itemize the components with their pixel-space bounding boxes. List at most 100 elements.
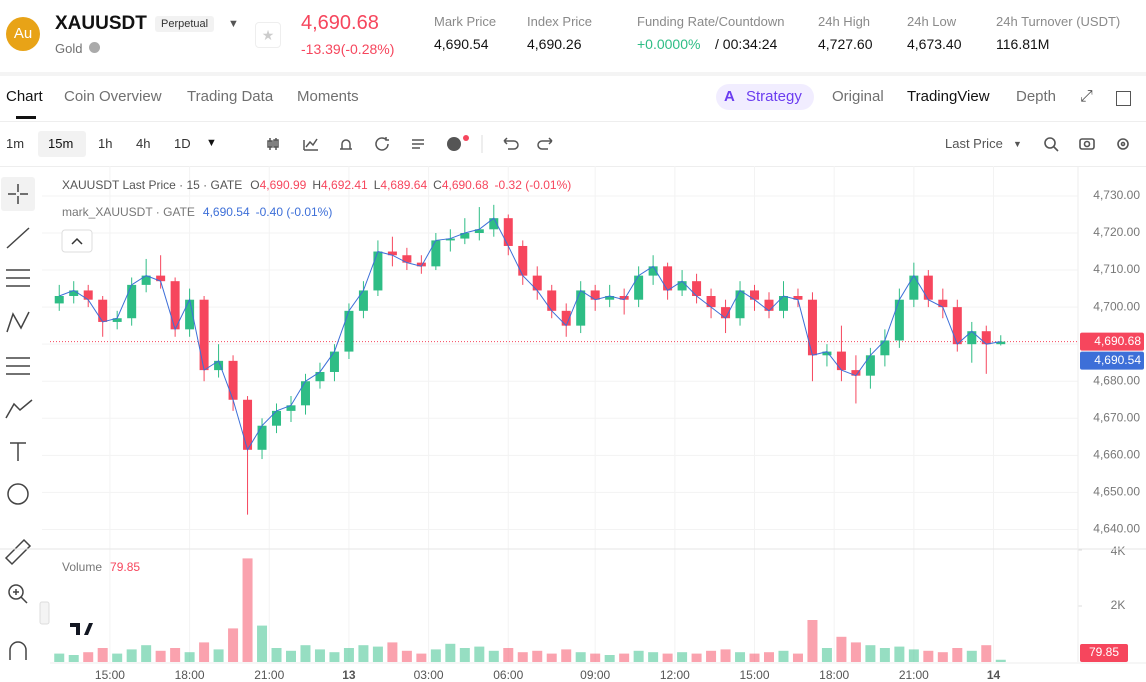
chart: 15:00 18:00 21:00 13 03:00 06:00 09:00 12:00 15:… [0,166,1146,682]
undo-redo-icons[interactable] [503,137,553,150]
window-icon[interactable] [1116,91,1131,106]
legend-value: 4,690.68 [442,178,489,192]
candle-body [778,296,788,311]
fib-tool[interactable] [6,357,30,375]
y-tick-label: 4,640.00 [1093,522,1140,536]
replay-icon[interactable] [375,137,389,151]
mark-legend-change: -0.40 (-0.01%) [256,205,333,219]
layout-icon[interactable] [412,139,424,149]
indicator-icon[interactable] [303,138,318,151]
candle-body [576,290,586,326]
candle-body [54,296,64,304]
tab-underline [16,116,36,119]
candle-body [648,266,658,276]
candle-body [518,245,528,276]
volume-bar [213,649,224,662]
tab[interactable]: Chart [6,88,43,105]
line-tool[interactable] [6,227,30,249]
volume-bar [749,653,760,662]
candle-body [996,341,1006,345]
info-icon[interactable] [89,42,100,53]
tab[interactable]: TradingView [907,88,990,105]
tab[interactable]: Coin Overview [64,88,162,105]
coin-name: Gold [55,41,83,56]
camera-icon[interactable] [1079,138,1095,150]
magnet-tool[interactable] [9,641,27,660]
mark-legend-value: 4,690.54 [203,205,250,219]
emoji-tool[interactable] [7,483,29,505]
candle-body [445,238,455,241]
tab[interactable]: Depth [1016,88,1057,105]
volume-bar [720,649,731,662]
y-tick-label: 4,730.00 [1093,188,1140,202]
brush-tool[interactable] [5,399,33,419]
y-tick-label: 4,650.00 [1093,485,1140,499]
x-tick-label: 14 [987,668,1001,682]
tab[interactable]: Original [832,88,884,105]
zoom-tool[interactable] [8,584,24,600]
candle-body [286,405,296,411]
candle-body [677,281,687,291]
symbol[interactable]: XAUUSDT [55,13,147,34]
x-tick-label: 06:00 [493,668,523,682]
tab[interactable]: Strategy [746,88,802,105]
candle-body [880,340,890,356]
ruler-tool[interactable] [4,538,32,566]
volume-bar [445,643,456,662]
volume-bar [532,650,543,662]
candle-body [69,290,79,296]
settings-icon[interactable] [1117,138,1129,150]
candle-body [561,310,571,326]
volume-bar [894,646,905,662]
x-tick-label: 09:00 [580,668,610,682]
interval[interactable]: 1D [174,136,191,151]
strategy-icon[interactable]: A [724,88,735,105]
dropdown-caret[interactable]: ▼ [228,18,239,30]
tab[interactable]: Trading Data [187,88,274,105]
crosshair-tool[interactable] [8,184,28,204]
interval[interactable]: 15m [48,136,74,151]
candle-body [836,351,846,371]
pattern-tool[interactable] [6,311,30,333]
interval[interactable]: 4h [136,136,151,151]
volume-bar [242,558,253,662]
candle-body [590,290,600,300]
coin-icon: Au [6,17,40,51]
price-type-caret[interactable]: ▼ [1013,139,1022,149]
candle-body [329,351,339,372]
volume-bar [358,645,369,662]
stat-label: 24h Low [907,14,957,29]
candle-body [952,307,962,345]
candle-body [272,410,282,426]
candle-body [605,296,615,300]
expand-icon[interactable]: ⤢ [1080,88,1093,105]
interval-caret[interactable]: ▼ [206,137,217,149]
candle-body [431,240,441,267]
stat-value: 116.81M [996,36,1050,52]
strategy-bg [716,84,814,110]
stat-label: 24h Turnover (USDT) [996,14,1121,29]
volume-bar [937,652,948,662]
toolbar-icons [267,135,553,153]
interval[interactable]: 1m [6,136,25,151]
volume-bar [792,653,803,662]
favorite-star[interactable]: ★ [255,22,281,48]
volume-bar [923,650,934,662]
mark-price-tag [1080,351,1144,370]
plugin-icon[interactable] [447,137,461,151]
tab[interactable]: Moments [297,88,359,105]
alert-icon[interactable] [340,139,352,150]
candle-body [489,218,499,230]
candle-body [547,290,557,311]
price-type[interactable]: Last Price [945,136,1003,151]
volume-legend-value: 79.85 [110,560,140,574]
text-tool[interactable] [10,442,26,461]
stat-value: 4,690.54 [434,36,489,52]
candle-body [127,284,137,319]
candle-icon[interactable] [267,138,279,150]
channel-tool[interactable] [6,269,30,287]
interval[interactable]: 1h [98,136,113,151]
volume-bar [170,648,181,662]
search-icon[interactable] [1044,137,1056,149]
